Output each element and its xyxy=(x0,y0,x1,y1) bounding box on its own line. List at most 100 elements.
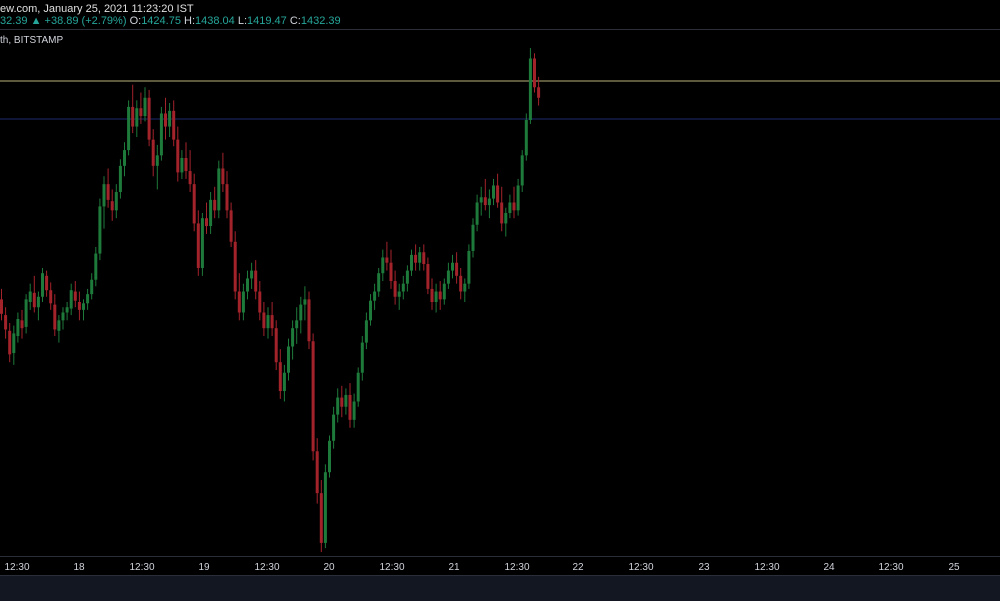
candle xyxy=(254,260,258,300)
candle xyxy=(135,100,139,138)
candle xyxy=(90,273,94,300)
candle xyxy=(360,336,364,381)
candle xyxy=(200,212,204,276)
candle xyxy=(114,184,118,219)
x-tick-label: 12:30 xyxy=(504,562,529,573)
candle xyxy=(184,142,188,179)
candle xyxy=(155,144,159,190)
x-tick-label: 24 xyxy=(823,562,835,573)
candle xyxy=(430,278,434,310)
candle xyxy=(233,231,237,300)
candle xyxy=(250,262,254,289)
candle xyxy=(319,480,323,553)
candle xyxy=(295,307,299,344)
candle xyxy=(516,178,520,216)
candle xyxy=(188,150,192,193)
candle xyxy=(246,270,249,300)
candle xyxy=(241,283,245,321)
x-tick-label: 23 xyxy=(698,562,710,573)
candle xyxy=(225,171,229,219)
candle xyxy=(172,100,176,147)
candle xyxy=(442,278,446,305)
candle xyxy=(356,367,360,407)
candle xyxy=(508,194,512,219)
candle xyxy=(401,275,405,300)
x-tick-label: 12:30 xyxy=(129,562,154,573)
time-axis[interactable] xyxy=(0,556,1000,575)
candle xyxy=(323,464,327,549)
candle xyxy=(168,102,172,138)
candle xyxy=(455,252,459,284)
candle xyxy=(12,325,16,365)
candle xyxy=(57,315,61,343)
candle xyxy=(274,320,278,371)
candle xyxy=(65,302,69,321)
candle xyxy=(451,254,454,279)
x-tick-label: 19 xyxy=(198,562,210,573)
candle xyxy=(426,257,430,295)
candle xyxy=(102,176,106,229)
candle xyxy=(196,210,200,276)
candle xyxy=(520,150,524,193)
candle xyxy=(389,249,393,289)
symbol-exchange-label[interactable]: th, BITSTAMP xyxy=(0,35,64,46)
candle xyxy=(82,299,85,321)
candle xyxy=(131,84,135,134)
candle xyxy=(143,87,147,122)
candle xyxy=(434,283,438,313)
candle xyxy=(475,194,479,232)
candle xyxy=(524,113,528,161)
candle xyxy=(118,159,122,199)
candle xyxy=(180,150,184,179)
candle xyxy=(446,262,450,289)
high-value: 1438.04 xyxy=(195,15,235,27)
candle xyxy=(20,309,24,339)
candle xyxy=(258,281,262,321)
candle xyxy=(127,100,131,156)
candle xyxy=(123,142,126,177)
low-label: L: xyxy=(237,15,248,27)
x-tick-label: 12:30 xyxy=(628,562,653,573)
candle xyxy=(0,288,3,321)
x-tick-label: 12:30 xyxy=(754,562,779,573)
candle xyxy=(344,388,348,415)
candle xyxy=(41,267,44,302)
candle xyxy=(533,53,536,93)
candle xyxy=(164,97,167,140)
candle xyxy=(307,291,311,350)
last-price: 32.39 xyxy=(0,15,28,27)
candle xyxy=(291,320,295,360)
candle xyxy=(487,189,491,219)
x-tick-label: 12:30 xyxy=(878,562,903,573)
candle xyxy=(32,275,36,313)
candle xyxy=(159,106,163,161)
candle xyxy=(463,278,467,302)
candle xyxy=(373,283,377,310)
x-tick-label: 25 xyxy=(948,562,960,573)
candle xyxy=(217,160,221,219)
candle xyxy=(422,244,426,271)
candle xyxy=(364,312,368,350)
candle xyxy=(492,178,495,206)
candle xyxy=(205,202,208,234)
candle xyxy=(385,241,389,271)
candle xyxy=(315,438,319,504)
x-tick-label: 12:30 xyxy=(379,562,404,573)
candle xyxy=(229,202,233,248)
candle xyxy=(36,291,40,321)
candle xyxy=(479,186,483,216)
open-label: O: xyxy=(129,15,142,27)
candle xyxy=(270,302,274,337)
candle xyxy=(352,393,356,428)
candle xyxy=(483,178,487,211)
candle xyxy=(53,294,57,337)
candle xyxy=(311,333,315,461)
candle xyxy=(49,282,53,310)
candle xyxy=(504,207,508,237)
close-value: 1432.39 xyxy=(300,15,341,27)
candle xyxy=(262,302,266,337)
candle xyxy=(24,294,28,334)
candle xyxy=(303,286,307,321)
candle xyxy=(512,186,516,219)
